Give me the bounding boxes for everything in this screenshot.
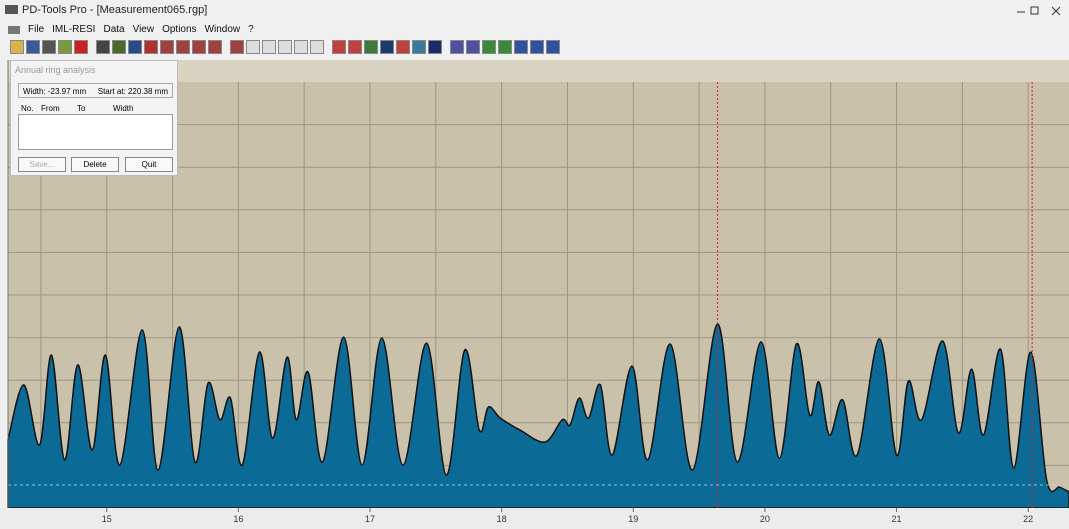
column-header: To	[77, 104, 86, 113]
toolbar-button[interactable]	[10, 40, 24, 54]
info-box: Width: -23.97 mm Start at: 220.38 mm	[18, 83, 173, 98]
toolbar-button[interactable]	[208, 40, 222, 54]
toolbar-button[interactable]	[192, 40, 206, 54]
toolbar-button[interactable]	[364, 40, 378, 54]
menu-item[interactable]: ?	[248, 24, 254, 35]
toolbar-button[interactable]	[380, 40, 394, 54]
x-tick-label: 17	[365, 514, 375, 524]
menu-bar: File IML-RESI Data View Options Window?	[8, 24, 254, 35]
dialog-title: Annual ring analysis	[15, 65, 96, 75]
toolbar-button[interactable]	[74, 40, 88, 54]
toolbar-button[interactable]	[450, 40, 464, 54]
x-tick-label: 22	[1023, 514, 1033, 524]
toolbar-button[interactable]	[348, 40, 362, 54]
toolbar-button[interactable]	[530, 40, 544, 54]
start-value: Start at: 220.38 mm	[97, 87, 168, 96]
toolbar-button[interactable]	[310, 40, 324, 54]
toolbar-button[interactable]	[498, 40, 512, 54]
toolbar-button[interactable]	[262, 40, 276, 54]
dialog-button[interactable]: Save...	[18, 157, 66, 172]
x-tick-label: 15	[102, 514, 112, 524]
menu-item[interactable]: File	[28, 24, 45, 35]
menu-item[interactable]: Options	[162, 24, 197, 35]
x-tick-label: 20	[760, 514, 770, 524]
x-axis-strip	[0, 508, 1069, 529]
x-tick-label: 18	[497, 514, 507, 524]
toolbar-button[interactable]	[144, 40, 158, 54]
column-header: Width	[113, 104, 134, 113]
toolbar-button[interactable]	[96, 40, 110, 54]
toolbar-button[interactable]	[294, 40, 308, 54]
column-header: From	[41, 104, 60, 113]
toolbar-button[interactable]	[546, 40, 560, 54]
menu-item[interactable]: IML-RESI	[52, 24, 96, 35]
toolbar-button[interactable]	[514, 40, 528, 54]
toolbar-button[interactable]	[26, 40, 40, 54]
dialog-button[interactable]: Quit	[125, 157, 173, 172]
toolbar-button[interactable]	[42, 40, 56, 54]
dialog: Annual ring analysis Width: -23.97 mm St…	[10, 60, 178, 176]
x-tick-label: 21	[892, 514, 902, 524]
column-header: No.	[21, 104, 34, 113]
list-header: No. From To Width	[21, 104, 171, 114]
toolbar-button[interactable]	[176, 40, 190, 54]
toolbar-button[interactable]	[230, 40, 244, 54]
toolbar	[10, 40, 560, 54]
plot: 15 16 17 18 19 20 21 22	[0, 60, 1069, 529]
ring-list[interactable]	[18, 114, 173, 150]
toolbar-button[interactable]	[428, 40, 442, 54]
menu-item[interactable]: View	[132, 24, 155, 35]
toolbar-button[interactable]	[466, 40, 480, 54]
plot-header	[8, 60, 1069, 82]
width-value: Width: -23.97 mm	[23, 87, 87, 96]
toolbar-button[interactable]	[112, 40, 126, 54]
x-tick-label: 19	[628, 514, 638, 524]
toolbar-button[interactable]	[246, 40, 260, 54]
toolbar-button[interactable]	[412, 40, 426, 54]
dialog-button[interactable]: Delete	[71, 157, 119, 172]
app-icon	[5, 5, 18, 14]
window-controls[interactable]	[1005, 4, 1065, 18]
x-tick-label: 16	[233, 514, 243, 524]
toolbar-button[interactable]	[278, 40, 292, 54]
toolbar-button[interactable]	[332, 40, 346, 54]
window-title: PD-Tools Pro - [Measurement065.rgp]	[22, 4, 208, 16]
menu-item[interactable]: Window	[204, 24, 241, 35]
toolbar-button[interactable]	[128, 40, 142, 54]
profile-area	[7, 323, 1069, 509]
toolbar-button[interactable]	[396, 40, 410, 54]
toolbar-button[interactable]	[482, 40, 496, 54]
toolbar-button[interactable]	[58, 40, 72, 54]
menu-icon	[8, 26, 20, 34]
menu-item[interactable]: Data	[103, 24, 125, 35]
toolbar-button[interactable]	[160, 40, 174, 54]
